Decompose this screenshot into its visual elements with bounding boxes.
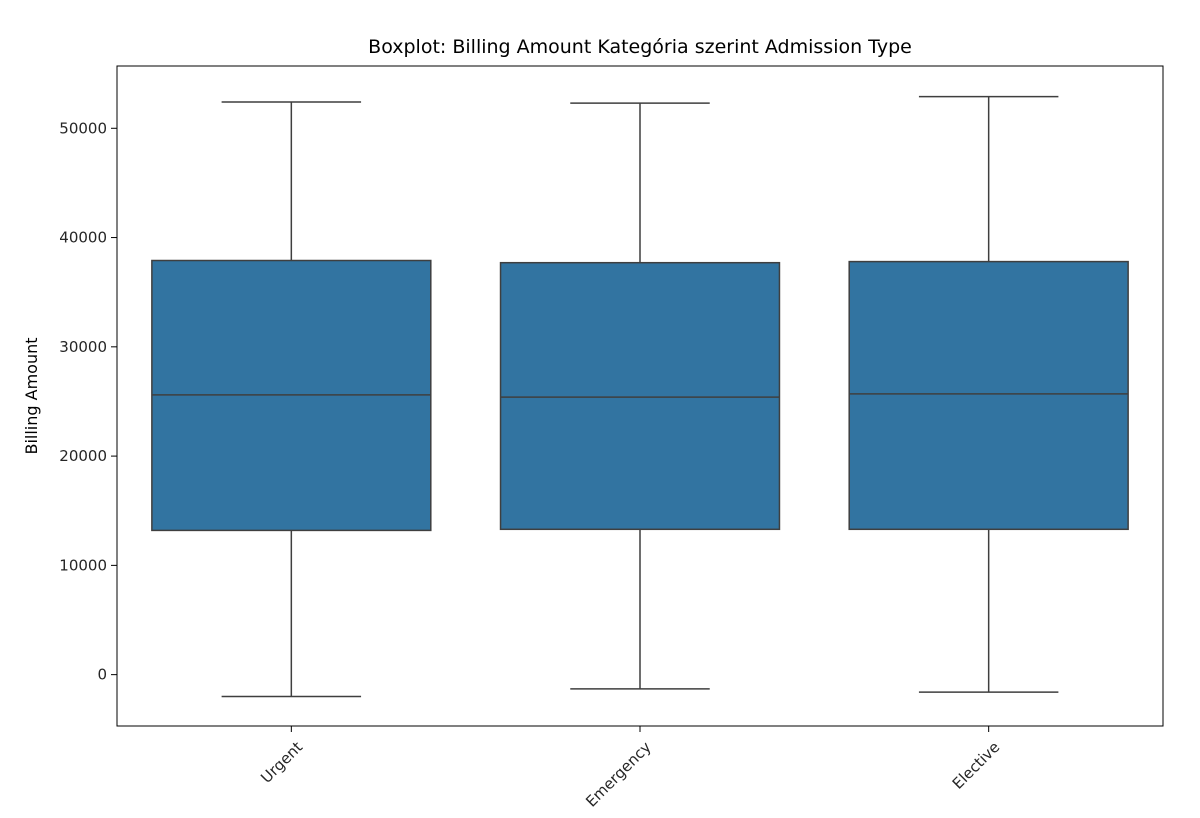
box-group [499, 102, 781, 690]
x-tick-label: Emergency [582, 738, 655, 811]
chart-title: Boxplot: Billing Amount Kategória szerin… [368, 36, 912, 58]
y-tick-label: 0 [97, 666, 107, 684]
box-group [848, 95, 1129, 693]
y-axis: 0 10000 20000 30000 40000 50000 [59, 119, 117, 684]
y-axis-label: Billing Amount [22, 337, 41, 454]
x-axis: Urgent Emergency Elective [257, 726, 1003, 811]
plot-area [151, 95, 1129, 698]
y-tick-label: 40000 [59, 229, 107, 247]
y-tick-label: 50000 [59, 119, 107, 137]
x-tick-label: Urgent [257, 738, 306, 787]
y-tick-label: 10000 [59, 556, 107, 574]
box-iqr [499, 261, 781, 531]
box-iqr [848, 260, 1129, 531]
box-group [151, 101, 432, 698]
y-tick-label: 30000 [59, 338, 107, 356]
y-tick-label: 20000 [59, 447, 107, 465]
x-tick-label: Elective [949, 738, 1004, 793]
